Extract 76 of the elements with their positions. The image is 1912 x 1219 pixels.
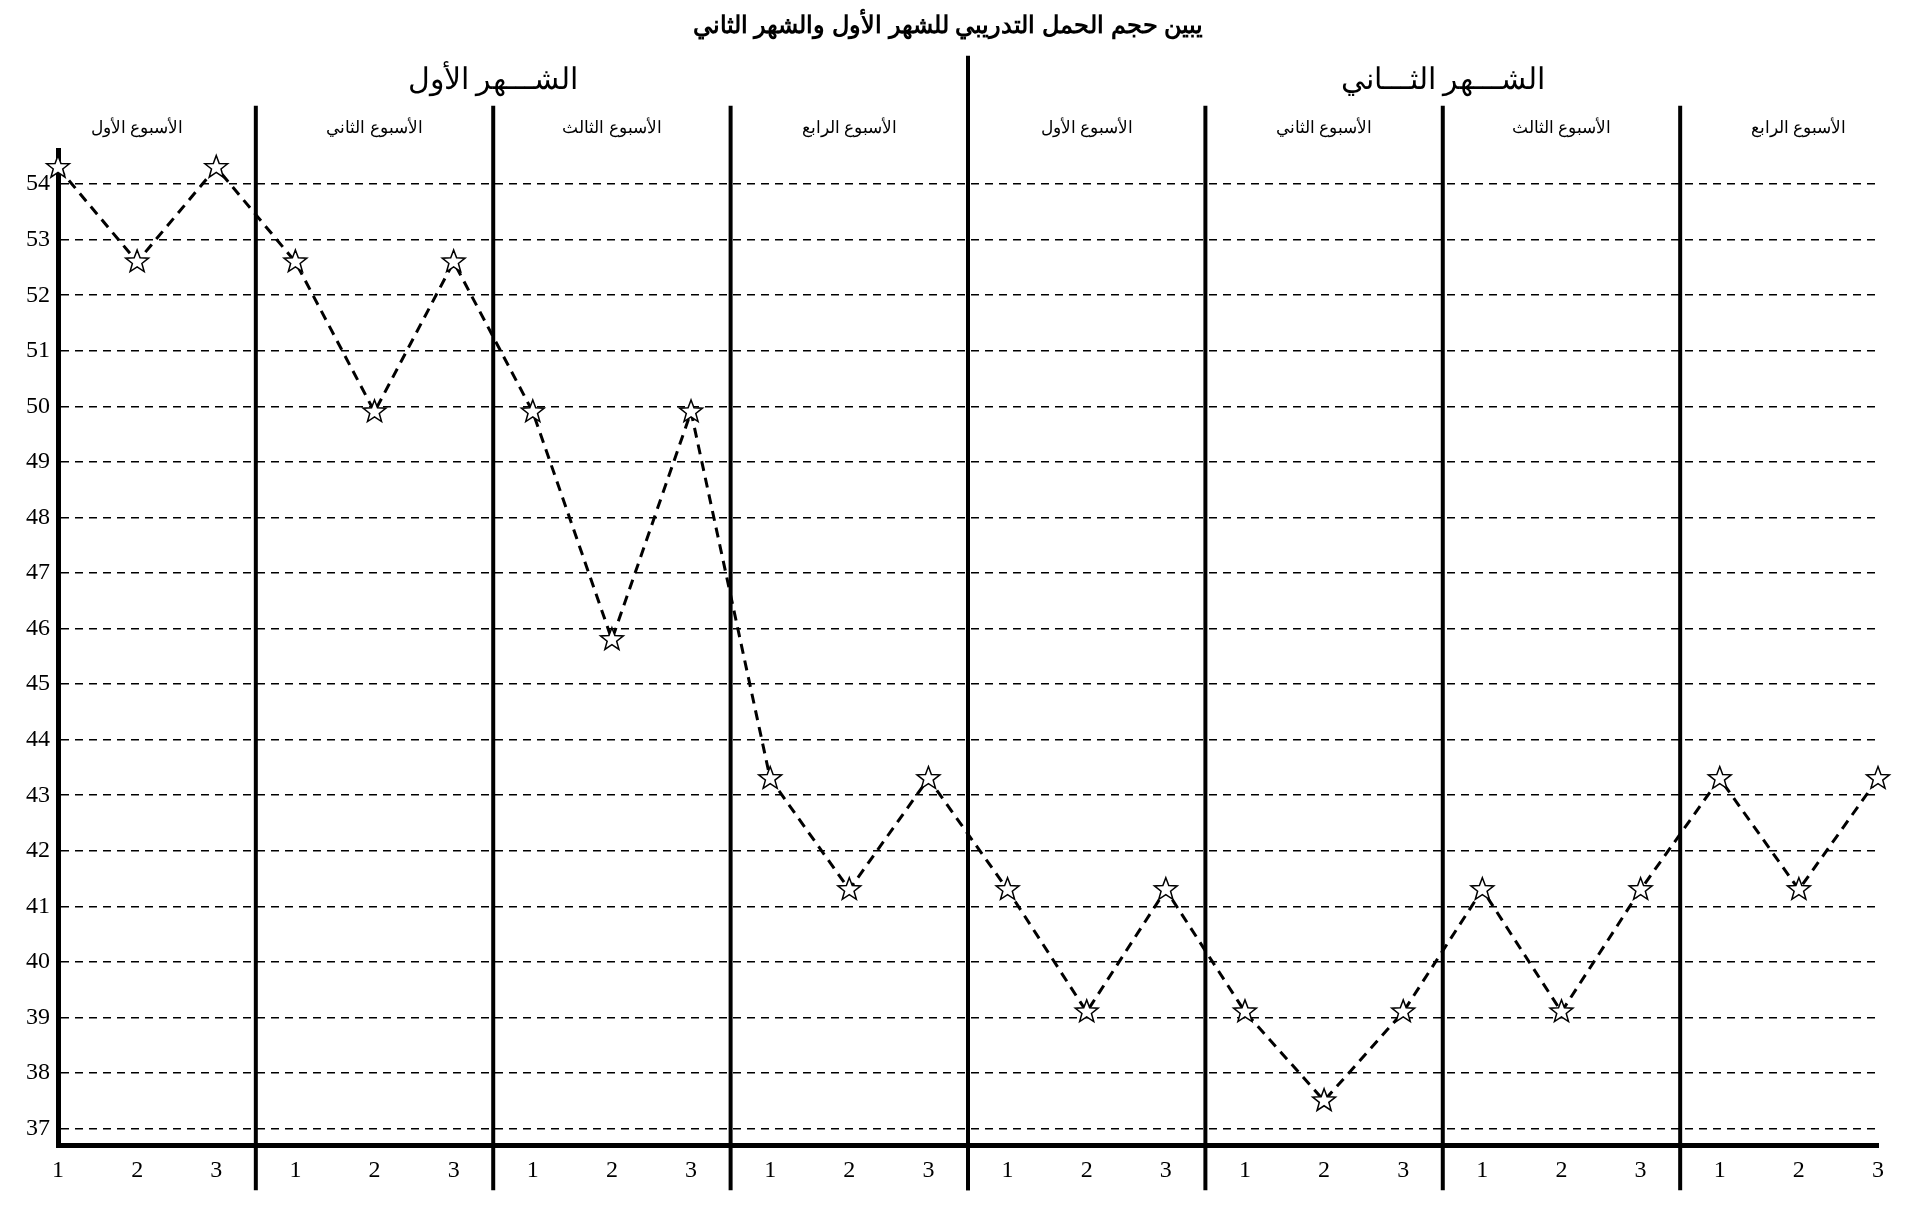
x-tick-label: 3	[1159, 1155, 1172, 1182]
point	[1391, 999, 1416, 1023]
text: الأسبوع الرابع	[1751, 117, 1847, 139]
x-tick-label: 3	[685, 1155, 698, 1182]
x-tick-label: 2	[1555, 1155, 1568, 1182]
point	[520, 399, 545, 423]
point	[1628, 876, 1653, 901]
y-tick-label: 40	[26, 947, 50, 974]
y-tick-label: 53	[26, 224, 50, 251]
x-tick-label: 1	[1001, 1155, 1014, 1182]
y-tick-label: 38	[26, 1058, 50, 1085]
point	[995, 876, 1020, 901]
text: الأسبوع الثاني	[326, 117, 423, 139]
y-tick-label: 46	[26, 613, 50, 640]
text: الشـــهر الأول	[407, 60, 579, 97]
x-tick-label: 1	[1238, 1155, 1251, 1182]
point	[837, 876, 862, 901]
x-tick-label: 3	[210, 1155, 223, 1182]
point	[1865, 765, 1891, 790]
y-tick-label: 39	[26, 1002, 50, 1029]
text: الأسبوع الأول	[91, 117, 184, 139]
y-tick-label: 54	[26, 169, 50, 196]
y-tick-label: 41	[26, 891, 50, 918]
y-tick-label: 49	[26, 447, 50, 474]
chart-title: يبين حجم الحمل التدريبي للشهر الأول والشهر الثاني	[692, 8, 1204, 41]
x-tick-label: 3	[1872, 1155, 1884, 1182]
point	[1470, 876, 1495, 901]
x-tick-label: 2	[605, 1155, 618, 1182]
point	[1232, 999, 1258, 1023]
point	[1786, 876, 1812, 901]
x-tick-label: 1	[52, 1155, 64, 1182]
y-tick-label: 52	[26, 280, 50, 307]
x-tick-label: 2	[1792, 1155, 1805, 1182]
text: الأسبوع الثالث	[562, 117, 662, 139]
y-tick-label: 43	[26, 780, 50, 807]
x-tick-label: 2	[1318, 1155, 1331, 1182]
x-tick-label: 1	[1713, 1155, 1726, 1182]
x-tick-label: 3	[1634, 1155, 1647, 1182]
point	[204, 154, 229, 178]
x-tick-label: 3	[447, 1155, 460, 1182]
x-tick-label: 3	[1397, 1155, 1410, 1182]
point	[599, 626, 625, 651]
point	[1549, 999, 1574, 1023]
text: الأسبوع الأول	[1040, 117, 1133, 139]
x-tick-label: 1	[526, 1155, 539, 1182]
x-tick-label: 2	[368, 1155, 381, 1182]
y-tick-label: 42	[26, 836, 50, 863]
y-tick-label: 51	[26, 336, 50, 363]
y-tick-label: 48	[26, 502, 50, 529]
point	[1153, 876, 1178, 901]
y-tick-label: 47	[26, 558, 50, 585]
y-tick-label: 37	[26, 1113, 50, 1140]
point	[678, 399, 704, 423]
point	[1707, 765, 1732, 790]
point	[758, 765, 783, 790]
y-tick-label: 50	[26, 391, 50, 418]
x-tick-label: 2	[131, 1155, 144, 1182]
x-tick-label: 2	[843, 1155, 856, 1182]
text: الأسبوع الثالث	[1511, 117, 1612, 139]
point	[1311, 1088, 1337, 1112]
text: الشـــهر الثـــاني	[1340, 61, 1546, 97]
point	[124, 249, 150, 273]
point	[283, 249, 308, 273]
x-tick-label: 2	[1080, 1155, 1093, 1182]
y-tick-label: 45	[26, 669, 50, 696]
text: الأسبوع الرابع	[801, 117, 897, 139]
x-tick-label: 3	[922, 1155, 935, 1182]
x-tick-label: 1	[289, 1155, 302, 1182]
y-tick-label: 44	[26, 724, 50, 751]
point	[362, 399, 387, 423]
x-tick-label: 1	[764, 1155, 777, 1182]
point	[441, 249, 466, 273]
point	[1074, 999, 1099, 1023]
point	[916, 765, 941, 790]
text: الأسبوع الثاني	[1275, 117, 1373, 139]
x-tick-label: 1	[1476, 1155, 1489, 1182]
